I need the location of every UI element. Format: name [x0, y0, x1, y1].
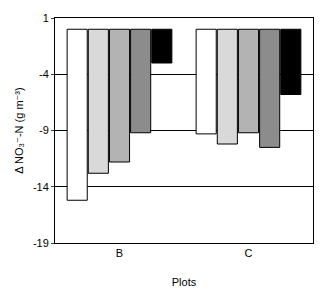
- svg-text:C: C: [245, 247, 253, 259]
- svg-text:-14: -14: [33, 181, 49, 193]
- svg-text:-4: -4: [39, 68, 49, 80]
- svg-text:Δ NO₃⁻-N (g m⁻³): Δ NO₃⁻-N (g m⁻³): [13, 87, 25, 173]
- svg-text:B: B: [116, 247, 123, 259]
- svg-text:-19: -19: [33, 237, 49, 249]
- svg-text:1: 1: [43, 12, 49, 24]
- svg-text:Plots: Plots: [172, 276, 197, 288]
- svg-text:-9: -9: [39, 124, 49, 136]
